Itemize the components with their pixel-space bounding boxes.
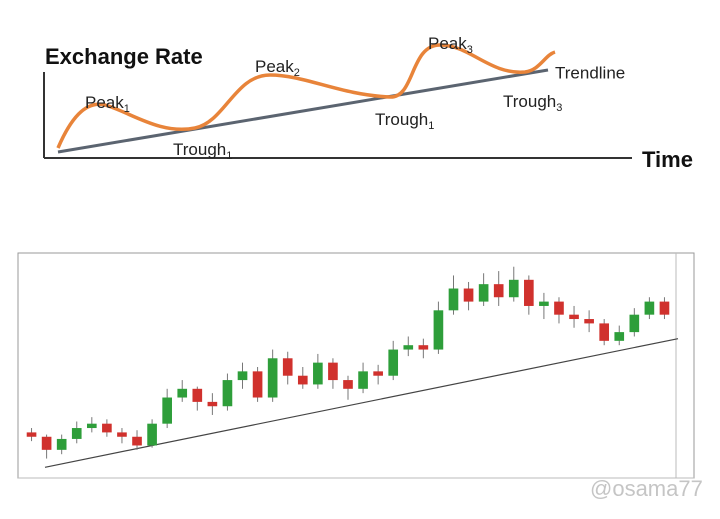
point-subscript: 2 <box>294 67 300 79</box>
candle-body <box>267 358 278 398</box>
x-axis-label: Time <box>642 147 693 172</box>
point-subscript: 3 <box>467 44 473 56</box>
candle-body <box>207 401 218 407</box>
price-chart <box>17 252 695 479</box>
candle-body <box>524 279 534 306</box>
candle-body <box>373 371 383 376</box>
candle-body <box>222 380 233 407</box>
candle-body <box>147 423 157 446</box>
point-name: Peak <box>85 93 124 112</box>
candle-body <box>86 423 97 429</box>
candle-body <box>629 314 640 333</box>
candle-body <box>297 375 308 385</box>
point-name: Peak <box>428 34 467 53</box>
candle-body <box>418 345 429 350</box>
candle-body <box>644 301 655 315</box>
candle-body <box>237 371 248 381</box>
rate-curve <box>56 43 556 149</box>
point-name: Peak <box>255 57 294 76</box>
point-label: Trough1 <box>173 140 232 161</box>
candle-body <box>252 371 263 398</box>
candle-body <box>358 371 368 389</box>
candle-body <box>403 345 414 350</box>
candle-body <box>71 428 82 439</box>
candle-body <box>177 388 188 398</box>
candle-body <box>659 301 670 315</box>
point-name: Trough <box>173 140 226 159</box>
candle-body <box>433 310 444 350</box>
concept-diagram: Exchange Rate Time Trendline Peak1Trough… <box>43 34 693 172</box>
point-subscript: 1 <box>124 103 130 115</box>
candle-body <box>463 288 474 302</box>
candle-body <box>584 319 594 324</box>
candle-body <box>343 380 353 389</box>
support-trendline <box>44 338 679 468</box>
candle-body <box>192 388 203 402</box>
candle-body <box>328 362 338 381</box>
candle-body <box>508 279 519 298</box>
candle-body <box>554 301 564 315</box>
candle-body <box>539 301 549 306</box>
trendline-label: Trendline <box>555 63 625 82</box>
candle-body <box>493 284 504 298</box>
candle-body <box>282 358 293 376</box>
candle-body <box>117 432 127 437</box>
candle-body <box>448 288 459 311</box>
candle-body <box>102 423 112 433</box>
candle-body <box>41 436 52 450</box>
trendline <box>57 68 549 154</box>
y-axis-label: Exchange Rate <box>45 44 203 69</box>
candle-body <box>614 332 625 341</box>
point-label: Trough1 <box>375 110 434 131</box>
candle-body <box>56 438 67 450</box>
candle-body <box>478 284 489 302</box>
candle-body <box>599 323 610 341</box>
chart-frame <box>17 252 695 479</box>
point-label: Trough3 <box>503 92 562 113</box>
point-subscript: 1 <box>428 120 434 132</box>
candle-body <box>313 362 323 385</box>
point-subscript: 3 <box>556 102 562 114</box>
point-subscript: 1 <box>226 150 232 162</box>
candle-body <box>569 314 579 320</box>
candle-body <box>162 397 172 424</box>
candle-body <box>26 432 37 437</box>
candle-body <box>132 436 142 446</box>
watermark: @osama77 <box>590 476 703 501</box>
point-label: Peak1 <box>85 93 130 114</box>
point-label: Peak2 <box>255 57 300 78</box>
point-label: Peak3 <box>428 34 473 55</box>
candle-body <box>388 349 399 376</box>
point-name: Trough <box>375 110 428 129</box>
point-name: Trough <box>503 92 556 111</box>
